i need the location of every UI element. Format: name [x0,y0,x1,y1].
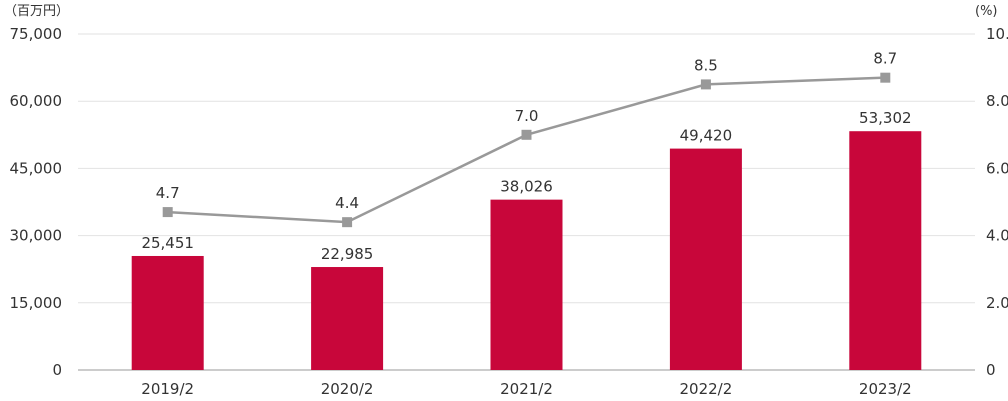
line-marker [162,207,173,218]
bar-data-label: 49,420 [680,127,733,145]
right-axis-tick-label: 10.0 [986,25,1008,43]
left-axis-tick-label: 0 [52,361,62,379]
bar-data-label: 22,985 [321,245,374,263]
x-axis-tick-label: 2022/2 [680,380,733,398]
bar-data-label: 25,451 [141,234,194,252]
x-axis-tick-label: 2023/2 [859,380,912,398]
bar [849,131,922,370]
line-data-label: 8.5 [694,56,718,74]
right-axis-tick-label: 0 [986,361,996,379]
right-axis-tick-label: 2.0 [986,294,1008,312]
axes: （百万円） (%) 0 15,000 30,000 45,000 60,000 75,00… [4,4,1008,398]
right-axis-unit-label: (%) [975,4,998,19]
bar [131,255,204,370]
line-marker [521,129,532,140]
line-data-label: 8.7 [873,50,897,68]
line-marker [700,79,711,90]
bar-data-label: 53,302 [859,109,912,127]
bar [669,148,742,370]
bar-data-label: 38,026 [500,178,553,196]
x-axis-tick-label: 2019/2 [141,380,194,398]
line-marker [342,217,353,228]
bar [311,267,384,370]
left-axis-tick-label: 15,000 [10,294,63,312]
line-series [162,72,891,228]
bar-series [131,131,922,370]
bar [490,199,563,370]
right-axis-tick-label: 8.0 [986,92,1008,110]
x-axis-tick-label: 2021/2 [500,380,553,398]
line-marker [880,72,891,83]
right-axis-tick-label: 6.0 [986,159,1008,177]
x-axis-tick-label: 2020/2 [321,380,374,398]
line-data-label: 4.7 [156,184,180,202]
left-axis-tick-label: 75,000 [10,25,63,43]
data-labels: 25,451 22,985 38,026 49,420 53,302 4.7 4.4 7.0 8… [141,50,911,263]
right-axis-tick-label: 4.0 [986,227,1008,245]
left-axis-tick-label: 60,000 [10,92,63,110]
line-data-label: 7.0 [515,107,539,125]
left-axis-tick-label: 30,000 [10,227,63,245]
left-axis-unit-label: （百万円） [4,4,69,19]
left-axis-tick-label: 45,000 [10,159,63,177]
line-data-label: 4.4 [335,194,359,212]
